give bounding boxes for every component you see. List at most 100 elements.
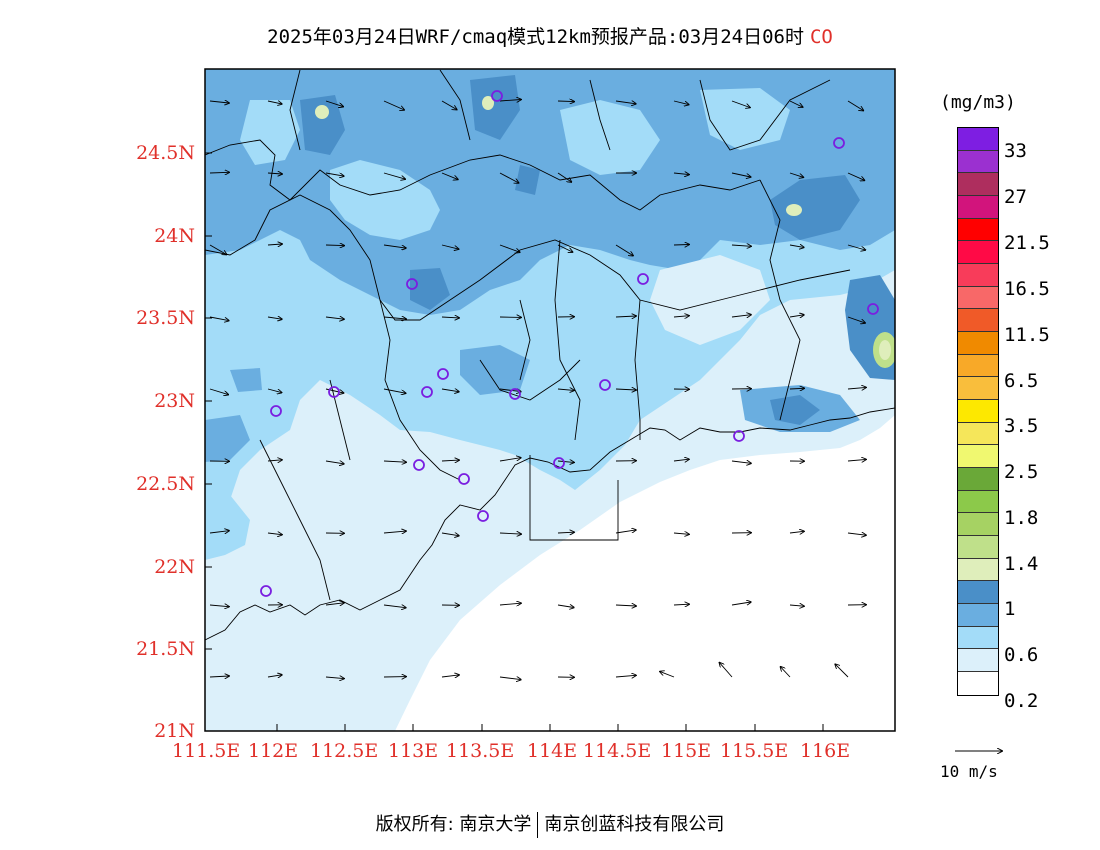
lon-label: 112E bbox=[248, 740, 299, 762]
station-marker bbox=[509, 388, 521, 400]
lon-label: 113E bbox=[388, 740, 439, 762]
wind-arrow bbox=[615, 101, 636, 104]
footer-divider bbox=[537, 812, 539, 838]
wind-arrow bbox=[847, 387, 866, 389]
station-marker bbox=[599, 379, 611, 391]
color-legend bbox=[957, 127, 999, 696]
legend-label: 21.5 bbox=[1004, 232, 1050, 254]
legend-color-block bbox=[958, 332, 998, 355]
wind-arrow bbox=[499, 533, 521, 534]
wind-arrow bbox=[789, 245, 804, 247]
legend-color-block bbox=[958, 558, 998, 582]
wind-arrow bbox=[789, 605, 804, 606]
station-marker bbox=[477, 510, 489, 522]
wind-arrow bbox=[673, 604, 689, 605]
wind-arrow bbox=[441, 244, 459, 249]
wind-arrow bbox=[789, 388, 804, 389]
wind-arrow bbox=[209, 676, 229, 677]
legend-label: 3.5 bbox=[1004, 415, 1039, 437]
station-marker bbox=[553, 457, 565, 469]
lat-label: 22N bbox=[154, 556, 195, 578]
legend-color-block bbox=[958, 128, 998, 151]
lat-label: 23N bbox=[154, 390, 195, 412]
wind-arrow bbox=[557, 532, 574, 533]
legend-color-block bbox=[958, 536, 998, 559]
wind-arrow bbox=[383, 605, 406, 608]
wind-arrow bbox=[789, 172, 803, 177]
legend-color-block bbox=[958, 604, 998, 627]
title-main: 2025年03月24日WRF/cmaq模式12km预报产品:03月24日06时 bbox=[267, 26, 804, 48]
wind-arrow bbox=[847, 100, 863, 111]
wind-arrow bbox=[499, 244, 520, 252]
legend-color-block bbox=[958, 218, 998, 242]
wind-arrow bbox=[615, 530, 636, 534]
legend-label: 1 bbox=[1004, 598, 1016, 620]
wind-arrow bbox=[441, 675, 459, 677]
wind-arrow bbox=[847, 244, 865, 250]
wind-arrow bbox=[441, 460, 459, 461]
legend-color-block bbox=[958, 264, 998, 287]
wind-arrow bbox=[267, 533, 282, 535]
wind-arrow bbox=[267, 675, 282, 677]
lat-label: 24.5N bbox=[136, 142, 195, 164]
wind-arrow bbox=[267, 388, 282, 393]
wind-arrow bbox=[731, 461, 751, 463]
wind-arrow bbox=[557, 605, 574, 608]
lat-label: 24N bbox=[154, 225, 195, 247]
legend-label: 0.2 bbox=[1004, 690, 1039, 712]
lat-label: 21.5N bbox=[136, 638, 195, 660]
legend-label: 2.5 bbox=[1004, 461, 1039, 483]
legend-label: 33 bbox=[1004, 140, 1027, 162]
legend-color-block bbox=[958, 309, 998, 333]
wind-arrow bbox=[441, 172, 458, 179]
wind-arrow bbox=[557, 244, 572, 252]
lon-label: 113.5E bbox=[446, 740, 515, 762]
lat-label: 21N bbox=[154, 720, 195, 742]
legend-label: 1.4 bbox=[1004, 553, 1039, 575]
lat-label: 22.5N bbox=[136, 473, 195, 495]
wind-arrow bbox=[615, 244, 633, 256]
wind-arrow bbox=[789, 531, 804, 533]
wind-arrow bbox=[441, 389, 459, 392]
wind-arrow bbox=[499, 389, 521, 392]
legend-color-block bbox=[958, 377, 998, 401]
legend-color-block bbox=[958, 513, 998, 537]
wind-arrow bbox=[789, 315, 804, 317]
wind-arrow bbox=[209, 531, 229, 533]
legend-color-block bbox=[958, 173, 998, 197]
lon-label: 111.5E bbox=[172, 740, 241, 762]
station-marker bbox=[458, 473, 470, 485]
wind-arrow bbox=[383, 388, 406, 393]
wind-vectors bbox=[209, 100, 866, 680]
wind-arrow bbox=[720, 663, 733, 678]
lat-label: 23.5N bbox=[136, 307, 195, 329]
wind-arrow bbox=[499, 100, 521, 102]
wind-arrow bbox=[325, 317, 344, 319]
wind-arrow bbox=[441, 317, 459, 318]
legend-label: 0.6 bbox=[1004, 644, 1039, 666]
wind-arrow bbox=[731, 315, 751, 317]
legend-color-block bbox=[958, 241, 998, 265]
wind-arrow bbox=[615, 389, 636, 390]
wind-arrow bbox=[325, 100, 343, 107]
wind-arrow bbox=[847, 459, 866, 461]
wind-arrow bbox=[383, 461, 406, 462]
legend-label: 1.8 bbox=[1004, 507, 1039, 529]
wind-arrow bbox=[325, 245, 344, 246]
wind-arrow bbox=[325, 603, 344, 605]
wind-arrow bbox=[209, 101, 229, 103]
wind-arrow bbox=[383, 531, 406, 533]
legend-color-block bbox=[958, 445, 998, 469]
wind-arrow bbox=[557, 101, 574, 102]
wind-arrow bbox=[209, 244, 227, 255]
title-species: CO bbox=[809, 26, 833, 48]
lon-label: 112.5E bbox=[310, 740, 379, 762]
legend-color-block bbox=[958, 422, 998, 446]
wind-arrow bbox=[209, 172, 229, 173]
wind-arrow bbox=[789, 100, 803, 107]
wind-arrow bbox=[267, 244, 282, 245]
wind-arrow bbox=[383, 100, 404, 110]
wind-arrow bbox=[660, 672, 675, 678]
wind-arrow bbox=[847, 172, 864, 180]
